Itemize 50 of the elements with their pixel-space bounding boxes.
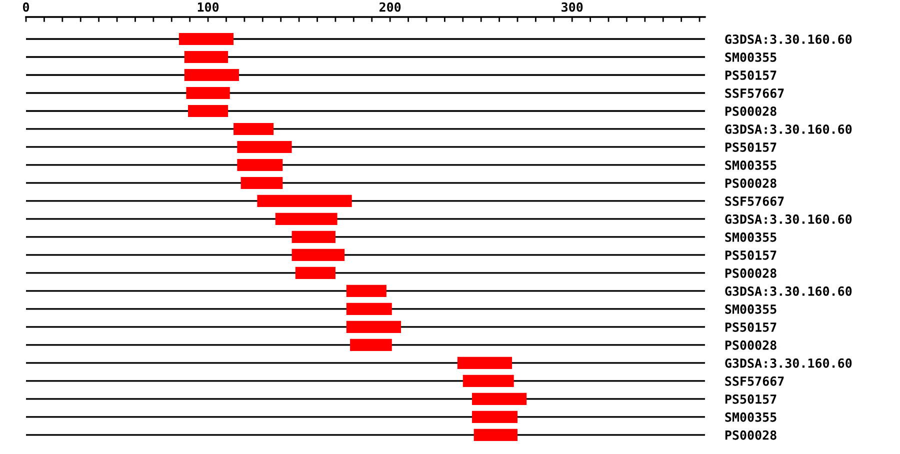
y-tick-label: SSF57667: [725, 376, 784, 386]
y-tick-label: PS50157: [725, 394, 776, 404]
bar: [462, 374, 514, 387]
y-tick-label: SSF57667: [725, 88, 784, 98]
bar: [292, 230, 336, 243]
bar: [186, 86, 230, 100]
bar: [178, 32, 234, 46]
bar: [295, 266, 336, 279]
x-tick-label: 0: [22, 2, 30, 12]
bar: [474, 428, 518, 441]
bar: [346, 320, 401, 333]
y-tick-label: PS00028: [725, 106, 776, 116]
y-tick-label: G3DSA:3.30.160.60: [725, 358, 852, 368]
y-tick-label: SM00355: [725, 232, 776, 242]
y-tick-label: G3DSA:3.30.160.60: [725, 34, 852, 44]
y-tick-label: SM00355: [725, 52, 776, 62]
y-tick-label: PS50157: [725, 142, 776, 152]
bar: [472, 392, 527, 405]
x-tick-label: 100: [198, 2, 219, 12]
bar: [237, 158, 283, 171]
bar: [184, 68, 239, 82]
bar: [350, 338, 392, 351]
y-tick-label: SM00355: [725, 160, 776, 170]
y-tick-label: PS50157: [725, 322, 776, 332]
bar: [240, 176, 283, 189]
bar: [257, 194, 352, 207]
y-tick-label: SSF57667: [725, 196, 784, 206]
y-tick-label: G3DSA:3.30.160.60: [725, 214, 852, 224]
y-tick-label: SM00355: [725, 304, 776, 314]
y-tick-label: SM00355: [725, 412, 776, 422]
x-tick-label: 300: [562, 2, 583, 12]
bar: [184, 50, 228, 64]
bar: [234, 122, 274, 136]
bar: [457, 356, 512, 369]
y-tick-label: G3DSA:3.30.160.60: [725, 286, 852, 296]
bar: [275, 212, 338, 225]
bar: [346, 284, 386, 297]
y-tick-label: PS50157: [725, 250, 776, 260]
bar: [346, 302, 392, 315]
bar: [292, 248, 345, 261]
bar: [237, 140, 292, 154]
y-tick-label: G3DSA:3.30.160.60: [725, 124, 852, 134]
y-tick-label: PS00028: [725, 178, 776, 188]
y-tick-label: PS00028: [725, 268, 776, 278]
bar: [472, 410, 518, 423]
y-tick-label: PS50157: [725, 70, 776, 80]
y-tick-label: PS00028: [725, 340, 776, 350]
x-tick-label: 200: [379, 2, 401, 12]
y-tick-label: PS00028: [725, 430, 776, 440]
bar: [188, 104, 228, 118]
